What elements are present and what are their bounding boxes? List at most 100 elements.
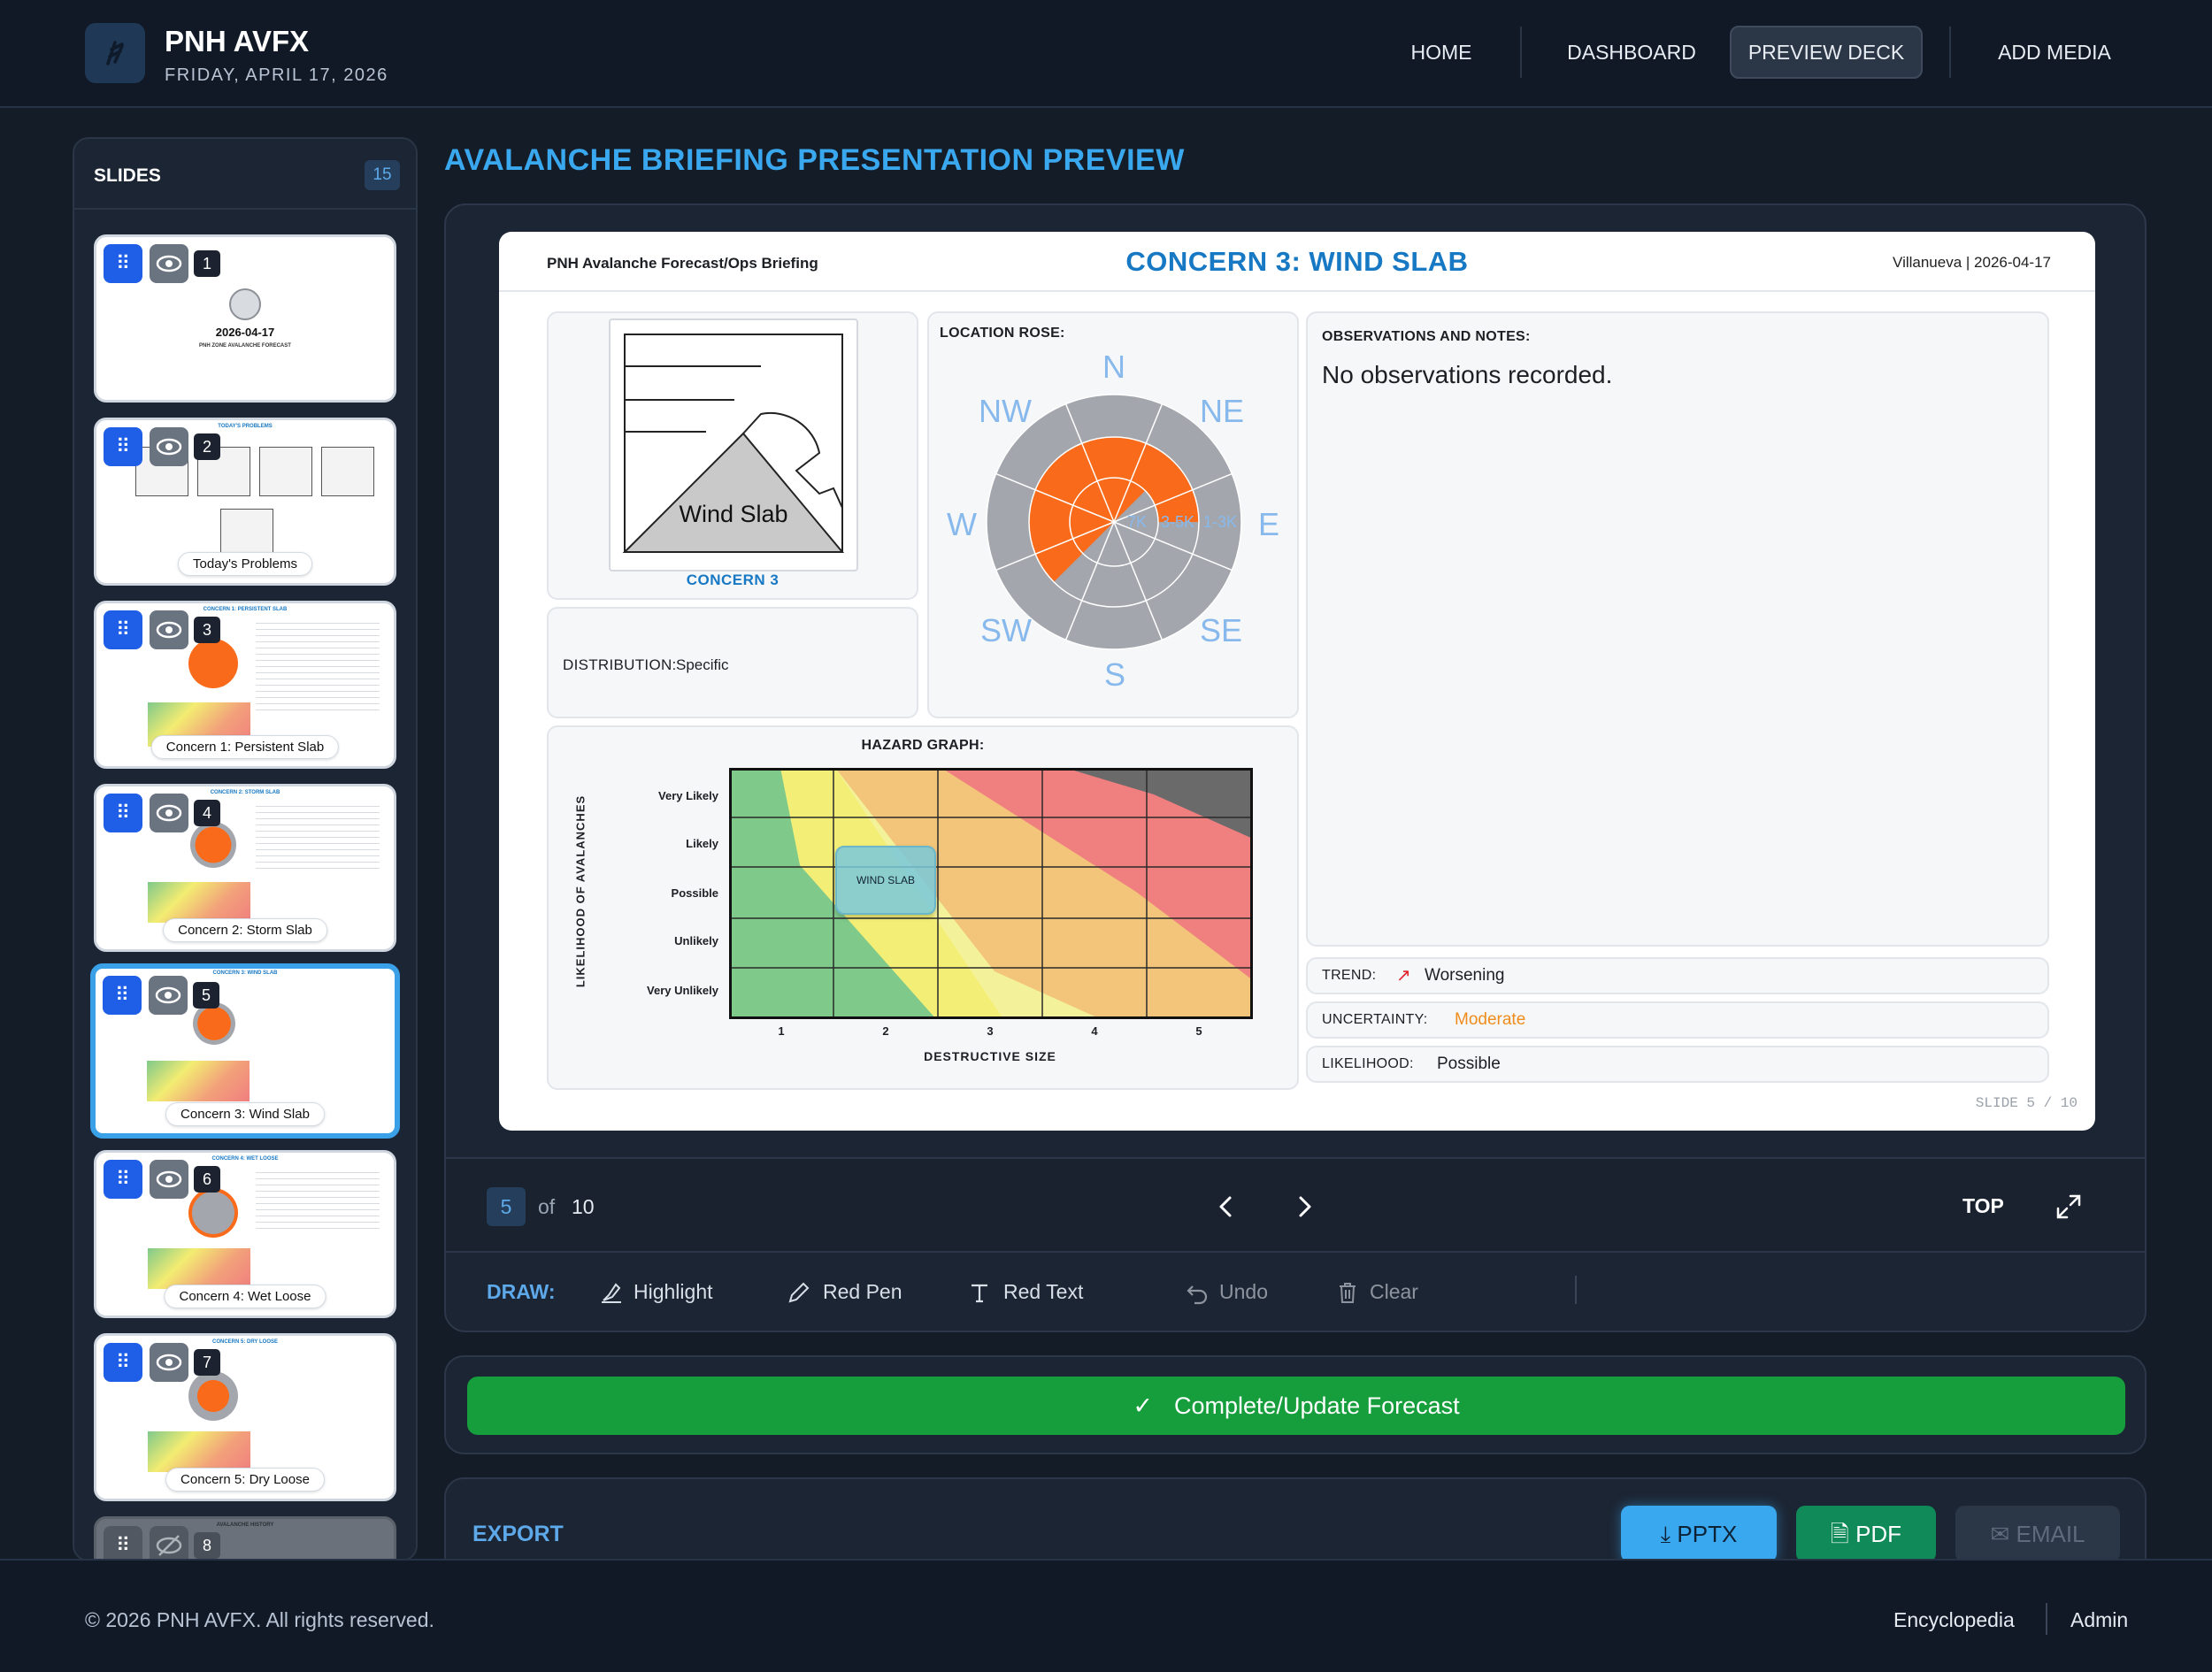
highlighter-icon	[602, 1283, 621, 1303]
thumb-subtitle: PNH ZONE AVALANCHE FORECAST	[199, 343, 291, 349]
undo-label: Undo	[1219, 1280, 1268, 1303]
next-slide-button[interactable]	[1285, 1185, 1324, 1228]
location-rose-chart	[986, 394, 1242, 650]
eye-icon[interactable]	[150, 244, 188, 283]
observations-label: OBSERVATIONS AND NOTES:	[1322, 329, 1531, 344]
thumb-title: CONCERN 1: PERSISTENT SLAB	[203, 607, 288, 612]
top-button[interactable]: TOP	[1962, 1194, 2004, 1217]
slide-number: 4	[194, 800, 220, 826]
hazard-graph-box: HAZARD GRAPH: LIKELIHOOD OF AVALANCHES D…	[547, 725, 1299, 1090]
file-icon: 🗎	[1830, 1521, 1856, 1547]
thumb-title: AVALANCHE HISTORY	[216, 1522, 274, 1528]
complete-update-forecast-button[interactable]: ✓ Complete/Update Forecast	[467, 1377, 2125, 1435]
slide-title: CONCERN 3: WIND SLAB	[1125, 246, 1469, 277]
admin-link[interactable]: Admin	[2070, 1608, 2129, 1631]
eye-icon[interactable]	[150, 1343, 188, 1382]
check-icon: ✓	[1133, 1392, 1153, 1419]
slide-thumbnail-4[interactable]: CONCERN 2: STORM SLAB ⠿ 4 Concern 2: Sto…	[94, 784, 396, 952]
pen-icon	[788, 1282, 810, 1303]
eye-icon[interactable]	[150, 794, 188, 832]
drag-handle-icon[interactable]: ⠿	[104, 794, 142, 832]
likelihood-label: LIKELIHOOD:	[1322, 1056, 1414, 1071]
x-tick-label: 1	[778, 1024, 785, 1038]
notes-mini	[256, 1167, 380, 1229]
drag-handle-icon[interactable]: ⠿	[104, 1160, 142, 1199]
slide-thumbnail-5[interactable]: CONCERN 3: WIND SLAB ⠿ 5 Concern 3: Wind…	[90, 963, 400, 1139]
likelihood-value: Possible	[1437, 1055, 1501, 1073]
footer-divider	[2046, 1603, 2047, 1635]
rose-dir-n: N	[1102, 349, 1125, 385]
slide-thumbnail-8[interactable]: AVALANCHE HISTORY ⠿ 8	[94, 1516, 396, 1560]
drag-handle-icon[interactable]: ⠿	[104, 610, 142, 649]
nav-preview-deck[interactable]: PREVIEW DECK	[1730, 26, 1923, 79]
drag-handle-icon[interactable]: ⠿	[104, 1526, 142, 1560]
slide-number: 1	[194, 250, 220, 277]
rose-dir-w: W	[947, 506, 977, 542]
eye-icon[interactable]	[149, 976, 188, 1015]
eye-icon[interactable]	[150, 427, 188, 466]
distribution-value: Specific	[676, 656, 729, 673]
export-pdf-button[interactable]: 🗎 PDF	[1796, 1506, 1936, 1562]
hazard-graph-mini	[148, 1431, 250, 1472]
hazard-graph-mini	[147, 1061, 250, 1101]
slide-number: 6	[194, 1166, 220, 1193]
copyright: © 2026 PNH AVFX. All rights reserved.	[85, 1608, 434, 1631]
y-tick-label: Very Unlikely	[647, 984, 718, 997]
mail-icon: ✉	[1990, 1521, 2016, 1547]
thumb-title: CONCERN 4: WET LOOSE	[211, 1156, 279, 1162]
slide-number: 7	[194, 1349, 220, 1376]
encyclopedia-link[interactable]: Encyclopedia	[1893, 1608, 2015, 1631]
expand-icon	[2056, 1194, 2081, 1219]
nav-add-media[interactable]: ADD MEDIA	[1998, 41, 2111, 64]
eye-icon[interactable]	[150, 1160, 188, 1199]
notes-mini	[256, 801, 380, 871]
slide-number: 8	[194, 1532, 220, 1559]
slide-thumbnail-1[interactable]: 2026-04-17 PNH ZONE AVALANCHE FORECAST ⠿…	[94, 234, 396, 403]
prev-slide-button[interactable]	[1207, 1185, 1246, 1228]
x-tick-label: 2	[882, 1024, 889, 1038]
current-slide-input[interactable]: 5	[487, 1187, 526, 1226]
thumb-title: TODAY'S PROBLEMS	[218, 424, 273, 429]
draw-toolbar	[446, 1253, 2145, 1331]
preview-panel: PNH Avalanche Forecast/Ops Briefing CONC…	[444, 203, 2147, 1332]
chevron-right-icon	[1299, 1196, 1311, 1217]
location-rose-mini	[188, 639, 238, 688]
slide-thumbnail-7[interactable]: CONCERN 5: DRY LOOSE ⠿ 7 Concern 5: Dry …	[94, 1333, 396, 1501]
slide-counter: SLIDE 5 / 10	[1975, 1095, 2078, 1111]
red-text-label: Red Text	[1003, 1280, 1084, 1303]
trending-up-icon: ↗	[1396, 966, 1411, 986]
thumbnail-label: Concern 4: Wet Loose	[164, 1285, 326, 1308]
fullscreen-button[interactable]	[2049, 1187, 2088, 1226]
drag-handle-icon[interactable]: ⠿	[103, 976, 142, 1015]
thumb-title: CONCERN 2: STORM SLAB	[210, 790, 280, 795]
export-email-button[interactable]: ✉ EMAIL	[1955, 1506, 2120, 1562]
slide-thumbnail-6[interactable]: CONCERN 4: WET LOOSE ⠿ 6 Concern 4: Wet …	[94, 1150, 396, 1318]
x-axis-label: DESTRUCTIVE SIZE	[924, 1049, 1056, 1063]
slide-org-title: PNH Avalanche Forecast/Ops Briefing	[547, 255, 818, 272]
text-icon	[972, 1284, 987, 1303]
app-logo[interactable]	[85, 23, 145, 83]
eye-icon[interactable]	[150, 610, 188, 649]
y-tick-label: Very Likely	[658, 789, 718, 802]
slide-header: PNH Avalanche Forecast/Ops Briefing CONC…	[499, 232, 2095, 292]
slide-number: 5	[193, 982, 219, 1009]
problem-icon	[259, 447, 312, 496]
nav-home[interactable]: HOME	[1410, 41, 1472, 64]
export-pptx-button[interactable]: ⤓ PPTX	[1621, 1506, 1777, 1562]
thumbnail-label: Concern 2: Storm Slab	[163, 918, 327, 942]
location-rose-mini	[188, 1371, 238, 1421]
export-title: EXPORT	[472, 1522, 564, 1546]
slide-thumbnail-2[interactable]: TODAY'S PROBLEMS ⠿ 2 Today's Problems	[94, 418, 396, 586]
slide-number: 2	[194, 433, 220, 460]
drag-handle-icon[interactable]: ⠿	[104, 427, 142, 466]
drag-handle-icon[interactable]: ⠿	[104, 244, 142, 283]
problem-icon-label: Wind Slab	[679, 501, 788, 527]
location-rose-box: LOCATION ROSE:	[927, 311, 1299, 718]
observations-box: OBSERVATIONS AND NOTES: No observations …	[1306, 311, 2049, 947]
nav-dashboard[interactable]: DASHBOARD	[1567, 41, 1696, 64]
drag-handle-icon[interactable]: ⠿	[104, 1343, 142, 1382]
uncertainty-row: UNCERTAINTY: Moderate	[1306, 1001, 2049, 1039]
eye-off-icon[interactable]	[150, 1526, 188, 1560]
avalanche-logo-icon	[106, 41, 124, 65]
slide-thumbnail-3[interactable]: CONCERN 1: PERSISTENT SLAB ⠿ 3 Concern 1…	[94, 601, 396, 769]
